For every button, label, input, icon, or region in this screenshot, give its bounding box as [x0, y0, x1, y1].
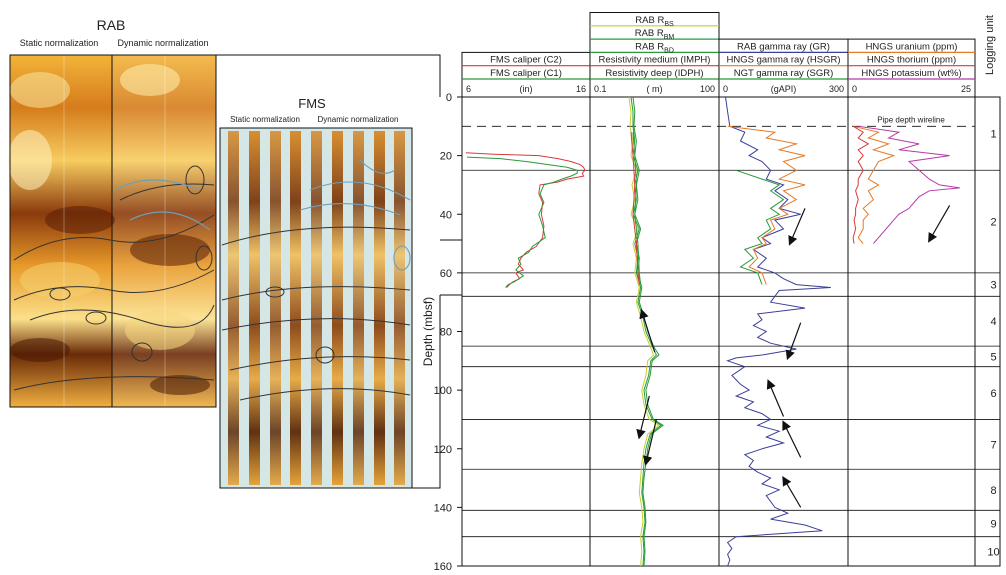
log-frame [461, 96, 1001, 567]
depth-tick-label: 120 [434, 444, 452, 456]
fms-pad-strip [332, 131, 343, 485]
pipe-depth-label: Pipe depth wireline [877, 115, 945, 124]
unit-label: 7 [990, 439, 996, 451]
rab-static-label: Static normalization [20, 38, 99, 48]
unit-label: 3 [990, 280, 996, 292]
depth-tick-label: 40 [440, 209, 452, 221]
fms-image [219, 127, 413, 489]
fms-pad-strip [290, 131, 301, 485]
fms-pad-strip [311, 131, 322, 485]
scale-min: 0.1 [594, 84, 607, 94]
series-line [727, 125, 806, 285]
trend-arrow [642, 419, 657, 466]
fms-title: FMS [298, 96, 326, 111]
trend-arrow [639, 308, 656, 353]
fms-pad-strip [228, 131, 239, 485]
unit-label: 2 [990, 217, 996, 229]
track-header: HNGS potassium (wt%) [861, 68, 961, 79]
fms-pad-strip [394, 131, 405, 485]
fms-pad-strip [249, 131, 260, 485]
track-header-frame [847, 38, 976, 98]
series-line [467, 156, 578, 288]
series-line [628, 96, 660, 567]
series-line [725, 96, 831, 567]
rab-dynamic-label: Dynamic normalization [117, 38, 208, 48]
unit-label: 4 [990, 316, 996, 328]
track-header: RAB RBS [635, 15, 674, 28]
trend-arrow [788, 208, 806, 246]
series-line [852, 125, 870, 244]
scale-min: 0 [852, 84, 857, 94]
series-line [465, 152, 586, 288]
trend-arrow [782, 475, 802, 508]
fms-pad-strip [270, 131, 281, 485]
depth-tick-label: 20 [440, 151, 452, 163]
unit-label: 1 [990, 129, 996, 141]
unit-label: 5 [990, 351, 996, 363]
logging-unit-label: Logging unit [984, 15, 996, 75]
track-header: HNGS uranium (ppm) [866, 41, 958, 52]
series-line [852, 125, 896, 244]
fms-pad-strip [353, 131, 364, 485]
series-line [630, 132, 640, 285]
scale-max: 300 [829, 84, 844, 94]
track-header: FMS caliper (C1) [490, 68, 562, 79]
rab-title: RAB [97, 17, 126, 33]
track-header: Resistivity deep (IDPH) [605, 68, 703, 79]
header-subscript: BS [664, 21, 674, 28]
depth-tick-label: 100 [434, 385, 452, 397]
header-subscript: BM [664, 34, 675, 41]
unit-label: 9 [990, 518, 996, 530]
scale-unit: ( m) [647, 84, 663, 94]
rab-image [8, 54, 217, 408]
scale-max: 25 [961, 84, 971, 94]
track-header: NGT gamma ray (SGR) [734, 68, 834, 79]
fms-pad-strip [374, 131, 385, 485]
fms-static-label: Static normalization [230, 115, 300, 124]
depth-tick-label: 0 [446, 92, 452, 104]
scale-min: 6 [466, 84, 471, 94]
series-line [632, 132, 642, 285]
unit-label: 8 [990, 485, 996, 497]
trend-arrow [928, 205, 951, 243]
track-header: HNGS thorium (ppm) [867, 55, 956, 66]
track-header: Resistivity medium (IMPH) [599, 55, 711, 66]
depth-axis-label: Depth (mbsf) [421, 297, 435, 366]
depth-tick-label: 80 [440, 327, 452, 339]
scale-max: 100 [700, 84, 715, 94]
scale-max: 16 [576, 84, 586, 94]
unit-label: 10 [987, 546, 999, 558]
track-header: FMS caliper (C2) [490, 55, 562, 66]
trend-arrow [636, 395, 650, 440]
trend-arrow [766, 379, 785, 417]
series-line [858, 125, 960, 244]
track-header: HNGS gamma ray (HSGR) [726, 55, 840, 66]
depth-tick-label: 160 [434, 561, 452, 573]
fms-dynamic-label: Dynamic normalization [318, 115, 399, 124]
header-subscript: BD [664, 47, 674, 54]
trend-arrow [782, 420, 802, 458]
scale-unit: (in) [520, 84, 533, 94]
trend-arrow [785, 322, 802, 361]
depth-tick-label: 140 [434, 502, 452, 514]
scale-unit: (gAPI) [771, 84, 797, 94]
scale-min: 0 [723, 84, 728, 94]
track-header: RAB gamma ray (GR) [737, 41, 830, 52]
depth-tick-label: 60 [440, 268, 452, 280]
unit-label: 6 [990, 388, 996, 400]
series-line [736, 169, 785, 285]
